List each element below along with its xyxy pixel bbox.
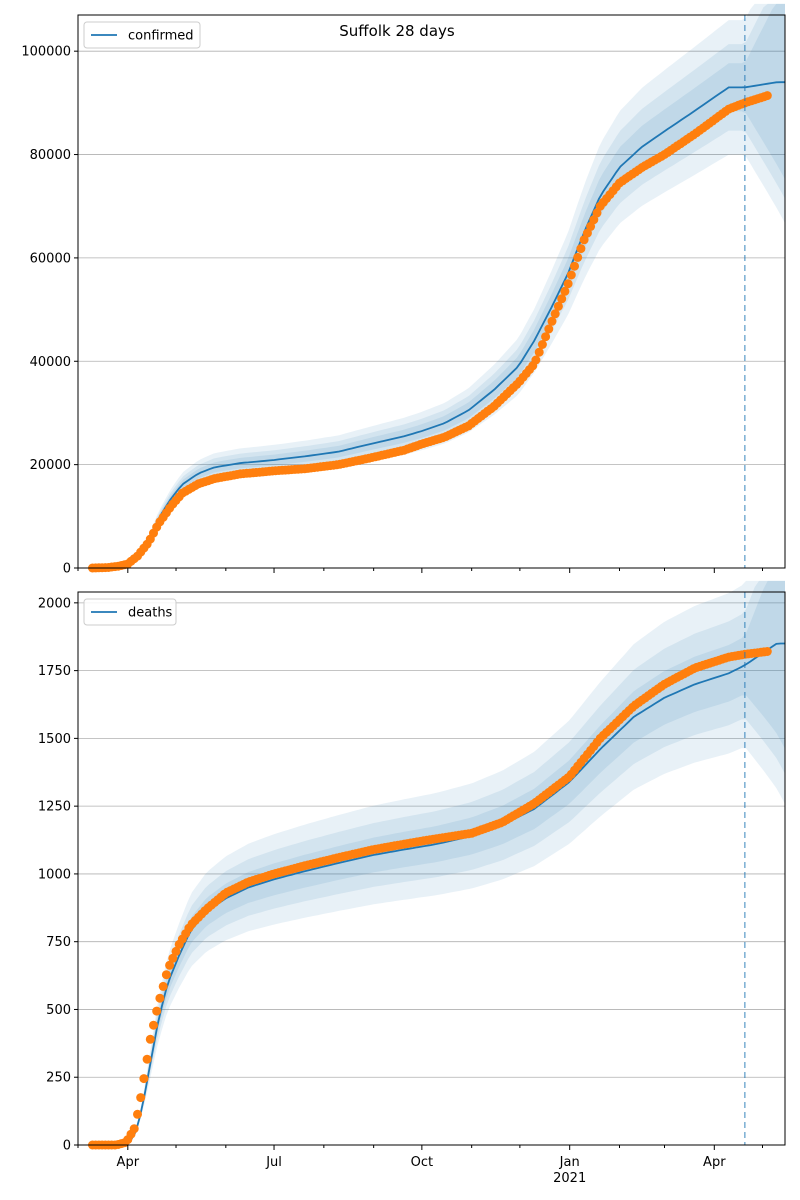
observed-point bbox=[133, 1109, 142, 1119]
observed-point bbox=[582, 228, 592, 238]
deaths-panel: 0 250 500 750 1000 1250 1500 1750 2000 Apr Jul Oct J… bbox=[38, 580, 786, 1186]
observed-point bbox=[576, 244, 586, 254]
y-tick-label: 100000 bbox=[21, 45, 71, 60]
legend: deaths bbox=[83, 598, 177, 626]
legend: confirmed bbox=[83, 21, 201, 49]
legend-label: deaths bbox=[128, 606, 173, 621]
observed-point bbox=[762, 91, 772, 101]
observed-point bbox=[165, 960, 175, 970]
y-tick-label: 0 bbox=[63, 1139, 71, 1154]
legend-box bbox=[83, 21, 201, 49]
observed-point bbox=[145, 1034, 155, 1044]
x-tick-label: Oct bbox=[411, 1155, 433, 1170]
observed-point bbox=[592, 208, 602, 218]
y-tick-label: 60000 bbox=[30, 251, 71, 266]
x-tick-label: Jan bbox=[559, 1155, 580, 1170]
observed-point bbox=[541, 332, 551, 342]
observed-point bbox=[557, 294, 567, 304]
observed-point bbox=[579, 235, 589, 245]
y-tick-label: 2000 bbox=[38, 596, 71, 611]
observed-point bbox=[586, 221, 596, 231]
y-tick-label: 20000 bbox=[30, 458, 71, 473]
observed-point bbox=[155, 993, 165, 1003]
legend-box bbox=[83, 598, 177, 626]
observed-point bbox=[129, 1124, 139, 1134]
observed-point bbox=[544, 324, 554, 334]
observed-point bbox=[158, 981, 168, 991]
observed-point bbox=[537, 340, 547, 349]
observed-point bbox=[171, 946, 181, 956]
y-tick-label: 750 bbox=[46, 935, 71, 950]
observed-point bbox=[550, 309, 560, 319]
y-tick-label: 250 bbox=[46, 1071, 71, 1086]
legend-label: confirmed bbox=[128, 29, 194, 44]
y-tick-label: 1250 bbox=[38, 800, 71, 815]
y-tick-label: 0 bbox=[63, 562, 71, 577]
observed-point bbox=[547, 316, 557, 326]
chart-title: Suffolk 28 days bbox=[339, 22, 455, 40]
x-tick-label: Apr bbox=[117, 1155, 140, 1170]
observed-point bbox=[553, 301, 563, 311]
observed-point bbox=[573, 252, 583, 262]
observed-point bbox=[560, 286, 570, 296]
observed-point bbox=[762, 647, 772, 656]
observed-point bbox=[139, 1074, 149, 1084]
observed-point bbox=[589, 215, 599, 225]
x-year-label: 2021 bbox=[553, 1171, 586, 1186]
observed-point bbox=[566, 270, 576, 280]
y-tick-label: 500 bbox=[46, 1003, 71, 1018]
observed-point bbox=[563, 279, 573, 289]
observed-point bbox=[152, 1006, 162, 1016]
confidence-band-2 bbox=[92, 3, 785, 568]
y-tick-label: 1750 bbox=[38, 664, 71, 679]
observed-point bbox=[142, 1054, 152, 1064]
observed-point bbox=[570, 261, 579, 271]
observed-point bbox=[161, 970, 171, 980]
y-tick-label: 1500 bbox=[38, 732, 71, 747]
y-tick-label: 40000 bbox=[30, 355, 71, 370]
axes-frame bbox=[77, 14, 786, 569]
confirmed-panel: 0 20000 40000 60000 80000 100000 confirmed bbox=[21, 3, 786, 577]
observed-point bbox=[168, 953, 178, 963]
x-tick-label: Jul bbox=[265, 1155, 282, 1170]
observed-point bbox=[531, 355, 541, 365]
confidence-band-1 bbox=[92, 3, 785, 568]
x-tick-label: Apr bbox=[703, 1155, 726, 1170]
axes-frame bbox=[77, 591, 786, 1146]
confidence-band-3 bbox=[92, 3, 785, 568]
y-tick-label: 1000 bbox=[38, 867, 71, 882]
observed-point bbox=[136, 1093, 146, 1103]
observed-point bbox=[534, 347, 544, 357]
y-tick-label: 80000 bbox=[30, 148, 71, 163]
observed-point bbox=[149, 1020, 158, 1030]
confirmed-model-line bbox=[92, 81, 785, 569]
